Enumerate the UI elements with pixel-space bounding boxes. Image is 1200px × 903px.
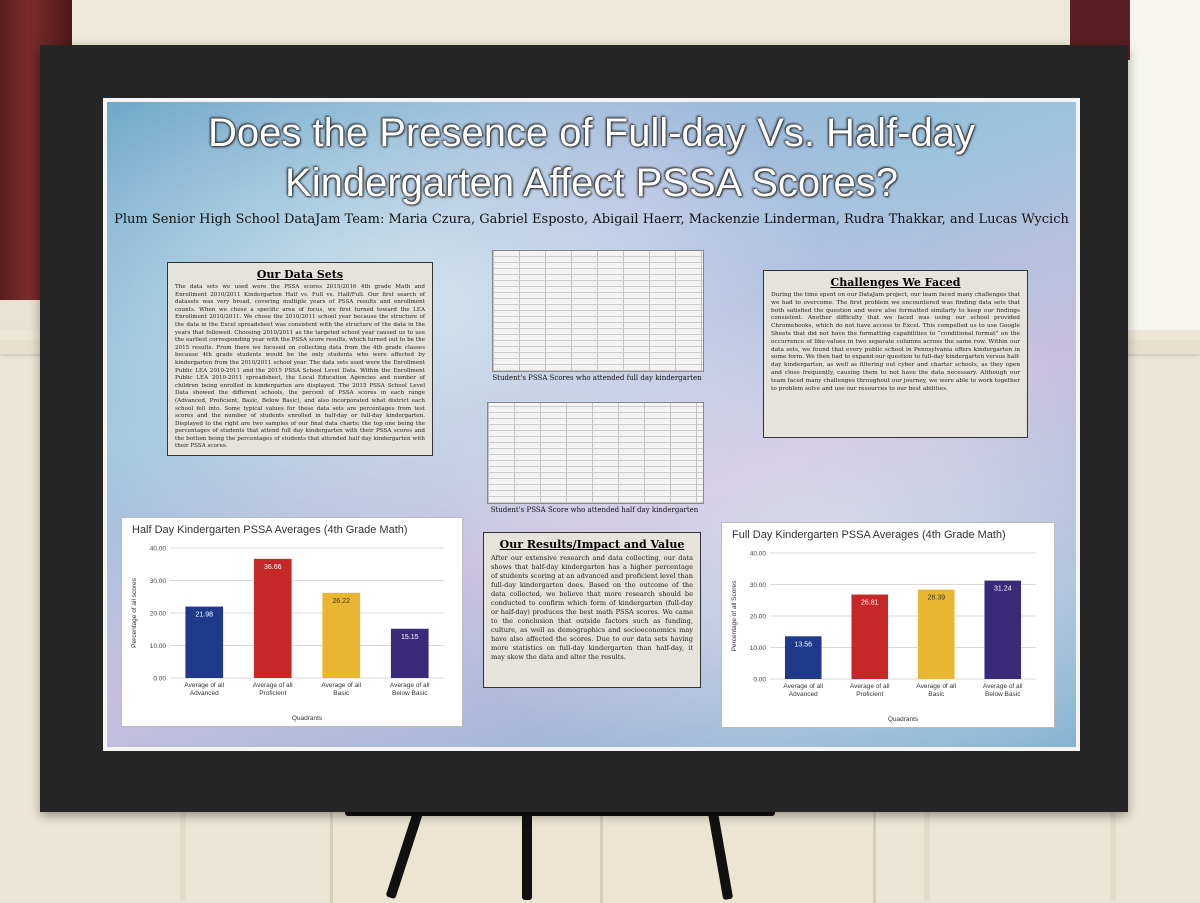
x-tick-label: Average of all xyxy=(321,682,361,689)
y-tick-label: 0.00 xyxy=(753,677,766,684)
chart-title: Half Day Kindergarten PSSA Averages (4th… xyxy=(132,524,408,536)
x-tick-label: Average of all xyxy=(983,683,1023,690)
data-label: 26.22 xyxy=(332,598,350,605)
full-day-chart: Full Day Kindergarten PSSA Averages (4th… xyxy=(721,522,1055,728)
x-tick-label: Below Basic xyxy=(985,691,1021,698)
full-day-chart-svg: 0.00 10.00 20.00 30.00 40.00 13.56 Average of … xyxy=(731,551,1036,723)
x-tick-label: Proficient xyxy=(856,691,883,698)
bar xyxy=(253,558,292,678)
half-day-chart: Half Day Kindergarten PSSA Averages (4th… xyxy=(121,517,463,727)
x-tick-label: Advanced xyxy=(190,690,219,697)
bar xyxy=(322,592,361,678)
spreadsheet-grid xyxy=(488,403,703,503)
challenges-box: Challenges We Faced During the time spen… xyxy=(763,270,1028,438)
challenges-text: During the time spent on our DataJam pro… xyxy=(771,292,1020,392)
data-label: 36.66 xyxy=(264,564,282,571)
spreadsheet-grid xyxy=(493,251,703,371)
y-axis-label: Percentage of all Scores xyxy=(731,580,738,652)
bar xyxy=(390,628,429,678)
y-tick-label: 30.00 xyxy=(150,578,167,585)
challenges-heading: Challenges We Faced xyxy=(830,276,961,289)
poster-authors: Plum Senior High School DataJam Team: Ma… xyxy=(114,212,1069,227)
results-heading: Our Results/Impact and Value xyxy=(499,538,685,551)
data-label: 26.81 xyxy=(861,600,879,607)
data-sets-text: The data sets we used were the PSSA scor… xyxy=(175,284,425,450)
bar xyxy=(784,636,822,679)
spreadsheet-full-day-caption: Student's PSSA Scores who attended full … xyxy=(492,374,702,382)
bar xyxy=(185,606,224,678)
y-tick-label: 10.00 xyxy=(150,643,167,650)
bar xyxy=(984,580,1022,679)
bar xyxy=(851,594,889,679)
title-line-1: Does the Presence of Full-day Vs. Half-d… xyxy=(207,111,975,155)
easel-crossbar xyxy=(345,808,775,816)
y-tick-label: 30.00 xyxy=(750,582,767,589)
x-tick-label: Average of all xyxy=(253,682,293,689)
x-tick-label: Basic xyxy=(333,690,350,697)
y-tick-label: 20.00 xyxy=(150,611,167,618)
bar xyxy=(917,589,955,679)
x-tick-label: Average of all xyxy=(850,683,890,690)
half-day-chart-svg: 0.00 10.00 20.00 30.00 40.00 21.98 Average of … xyxy=(131,546,444,722)
title-line-2: Kindergarten Affect PSSA Scores? xyxy=(285,161,898,205)
x-axis-label: Quadrants xyxy=(292,715,323,722)
y-tick-label: 0.00 xyxy=(153,676,166,683)
x-tick-label: Average of all xyxy=(390,682,430,689)
poster-title: Does the Presence of Full-day Vs. Half-d… xyxy=(107,108,1076,208)
y-tick-label: 40.00 xyxy=(150,546,167,553)
x-tick-label: Below Basic xyxy=(392,690,428,697)
poster: Does the Presence of Full-day Vs. Half-d… xyxy=(103,98,1080,751)
x-axis-label: Quadrants xyxy=(888,716,919,723)
x-tick-label: Proficient xyxy=(259,690,286,697)
data-label: 13.56 xyxy=(794,641,812,648)
x-tick-label: Average of all xyxy=(184,682,224,689)
chart-title: Full Day Kindergarten PSSA Averages (4th… xyxy=(732,529,1006,541)
spreadsheet-full-day xyxy=(492,250,704,372)
x-tick-label: Basic xyxy=(928,691,945,698)
results-box: Our Results/Impact and Value After our e… xyxy=(483,532,701,688)
data-sets-box: Our Data Sets The data sets we used were… xyxy=(167,262,433,456)
results-text: After our extensive research and data co… xyxy=(491,554,693,661)
y-tick-label: 10.00 xyxy=(750,645,767,652)
data-sets-heading: Our Data Sets xyxy=(256,268,344,281)
data-label: 28.39 xyxy=(927,595,945,602)
y-axis-label: Percentage of all scores xyxy=(131,577,138,647)
easel-leg-center xyxy=(522,805,532,900)
x-tick-label: Advanced xyxy=(789,691,818,698)
x-tick-label: Average of all xyxy=(916,683,956,690)
spreadsheet-half-day xyxy=(487,402,704,504)
data-label: 21.98 xyxy=(195,612,213,619)
y-tick-label: 40.00 xyxy=(750,551,767,558)
y-tick-label: 20.00 xyxy=(750,614,767,621)
data-label: 31.24 xyxy=(994,586,1012,593)
x-tick-label: Average of all xyxy=(783,683,823,690)
data-label: 15.15 xyxy=(401,634,419,641)
spreadsheet-half-day-caption: Student's PSSA Score who attended half d… xyxy=(490,506,699,514)
